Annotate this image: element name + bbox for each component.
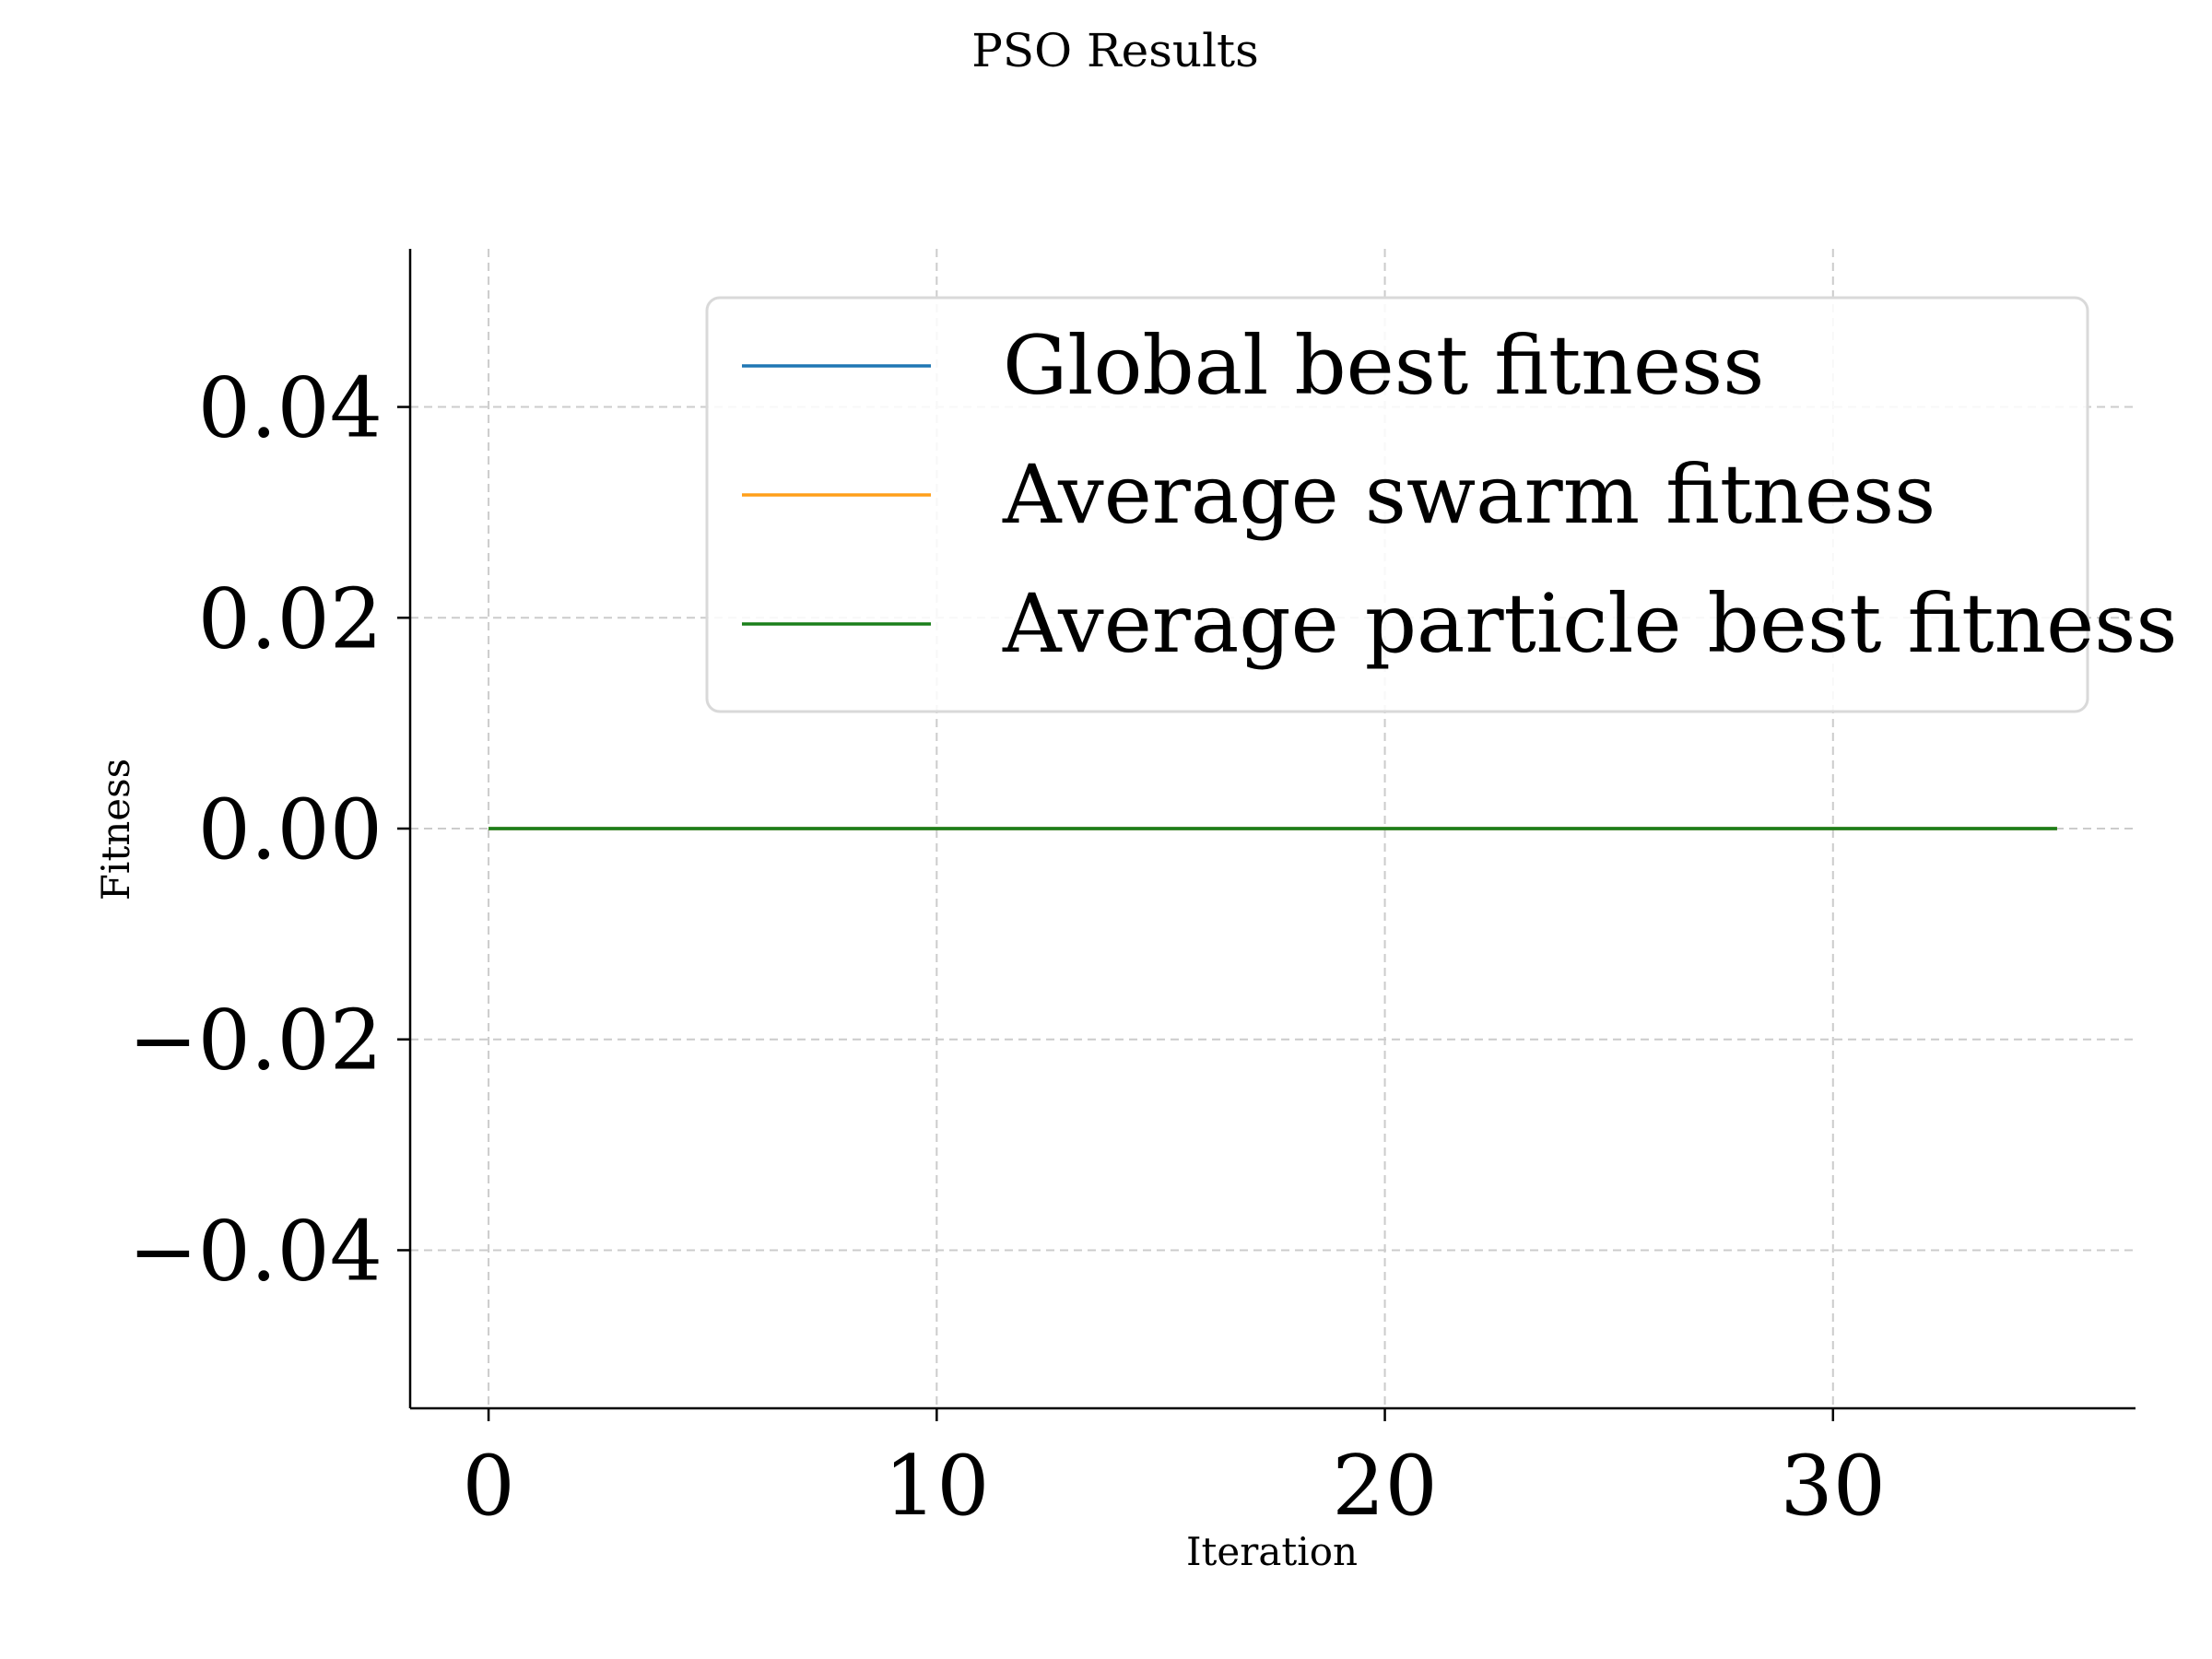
x-tick-label: 30 [1781,1438,1887,1535]
legend-box [705,296,2089,713]
y-tick-label: 0.04 [198,360,382,457]
y-tick-label: −0.04 [128,1203,382,1300]
x-tick-label: 10 [884,1438,990,1535]
y-tick-label: −0.02 [128,993,382,1089]
y-tick-label: 0.02 [198,571,382,667]
legend-label-3: Average particle best fitness [1002,576,2178,671]
x-tick-label: 20 [1332,1438,1438,1535]
tick-labels: 0 10 20 30 0.04 0.02 0.00 −0.02 −0.04 [128,360,1886,1535]
axes [397,249,2136,1421]
legend: Global best fitness Average swarm fitness… [705,296,2178,713]
y-axis-title: Fitness [93,759,138,900]
x-tick-label: 0 [462,1438,514,1535]
legend-label-2: Average swarm fitness [1002,447,1936,542]
y-tick-label: 0.00 [198,782,382,878]
chart-title: PSO Results [971,24,1259,77]
x-axis-title: Iteration [1186,1529,1358,1574]
legend-label-1: Global best fitness [1003,318,1764,413]
